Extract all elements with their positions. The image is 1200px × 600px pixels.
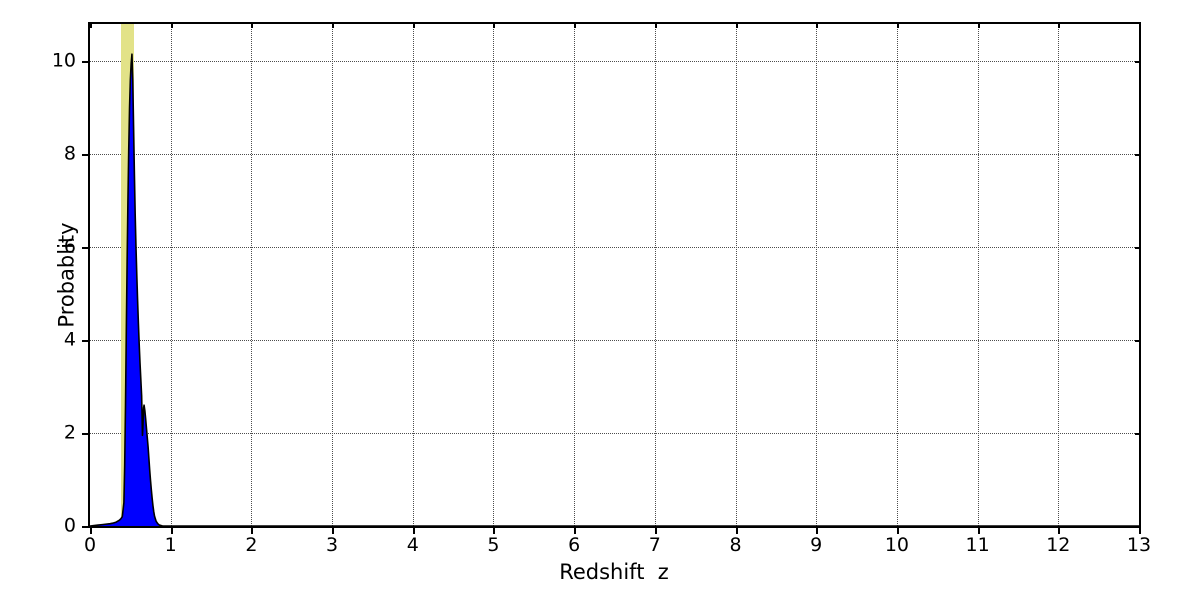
x-axis-tick-top [654, 22, 657, 28]
x-axis-tick-top [896, 22, 899, 28]
x-axis-tick-label: 3 [326, 534, 339, 556]
x-axis-tick-top [816, 22, 819, 28]
y-axis-tick-right [1135, 526, 1141, 528]
gridline-vertical [1058, 24, 1060, 526]
y-axis-tick-right [1135, 340, 1141, 343]
x-axis-tick-label: 5 [487, 534, 500, 556]
plot-area [88, 22, 1141, 528]
x-axis-tick [332, 528, 335, 534]
x-axis-tick [816, 528, 819, 534]
x-axis-tick-top [735, 22, 738, 28]
x-axis-tick [1139, 528, 1141, 534]
y-axis-tick [82, 247, 88, 250]
x-axis-tick-label: 9 [810, 534, 823, 556]
x-axis-tick [574, 528, 577, 534]
x-axis-tick-label: 6 [568, 534, 581, 556]
x-axis-tick-top [251, 22, 254, 28]
y-axis-tick-right [1135, 61, 1141, 64]
x-axis-tick [977, 528, 980, 534]
x-axis-tick-label: 4 [406, 534, 419, 556]
gridline-vertical [977, 24, 979, 526]
y-axis-tick [82, 154, 88, 157]
plot-inner [90, 24, 1139, 526]
x-axis-tick-top [574, 22, 577, 28]
gridline-vertical [493, 24, 495, 526]
y-axis-tick-label: 0 [63, 514, 76, 537]
gridline-vertical [251, 24, 253, 526]
gridline-vertical [574, 24, 576, 526]
y-axis-tick-label: 4 [63, 328, 76, 351]
y-axis-tick-label: 10 [51, 49, 76, 72]
gridline-vertical [735, 24, 737, 526]
gridline-horizontal [90, 340, 1139, 342]
gridline-horizontal [90, 154, 1139, 156]
y-axis-tick [82, 526, 88, 528]
x-axis-tick-label: 13 [1126, 534, 1152, 556]
x-axis-tick-top [412, 22, 415, 28]
gridline-horizontal [90, 61, 1139, 63]
x-axis-tick-label: 11 [965, 534, 990, 556]
x-axis-tick [735, 528, 738, 534]
x-axis-tick-top [977, 22, 980, 28]
x-axis-tick-top [1139, 22, 1141, 28]
y-axis-tick-label: 6 [63, 235, 76, 258]
x-axis-tick-label: 0 [83, 534, 97, 556]
y-axis-tick-label: 2 [63, 421, 76, 444]
x-axis-tick [251, 528, 254, 534]
x-axis-tick [170, 528, 173, 534]
x-axis-tick [654, 528, 657, 534]
gridline-vertical [654, 24, 656, 526]
gridline-vertical [816, 24, 818, 526]
y-axis-tick [82, 61, 88, 64]
x-axis-tick-top [170, 22, 173, 28]
gridline-horizontal [90, 433, 1139, 435]
x-axis-tick-label: 10 [884, 534, 910, 556]
x-axis-tick [412, 528, 415, 534]
x-axis-tick-label: 7 [648, 534, 661, 556]
y-axis-tick-right [1135, 433, 1141, 436]
y-axis-tick [82, 340, 88, 343]
x-axis-tick-top [90, 22, 92, 28]
x-axis-tick-top [1058, 22, 1061, 28]
x-axis-tick-label: 1 [164, 534, 177, 556]
x-axis-title: Redshift z [559, 560, 669, 584]
y-axis-tick-right [1135, 247, 1141, 250]
gridline-vertical [170, 24, 172, 526]
x-axis-tick [1058, 528, 1061, 534]
x-axis-tick-label: 8 [729, 534, 742, 556]
probability-density-fill [90, 54, 1139, 526]
gridline-vertical [896, 24, 898, 526]
x-axis-tick [493, 528, 496, 534]
x-axis-tick [896, 528, 899, 534]
x-axis-tick [90, 528, 92, 534]
x-axis-tick-label: 2 [245, 534, 258, 556]
gridline-vertical [332, 24, 334, 526]
probability-density-curve [90, 53, 1139, 526]
y-axis-tick [82, 433, 88, 436]
y-axis-tick-label: 8 [63, 142, 76, 165]
gridline-vertical [412, 24, 414, 526]
x-axis-tick-top [493, 22, 496, 28]
gridline-horizontal [90, 247, 1139, 249]
probability-density-outline [90, 53, 1139, 526]
x-axis-tick-top [332, 22, 335, 28]
y-axis-tick-right [1135, 154, 1141, 157]
x-axis-tick-label: 12 [1046, 534, 1071, 556]
